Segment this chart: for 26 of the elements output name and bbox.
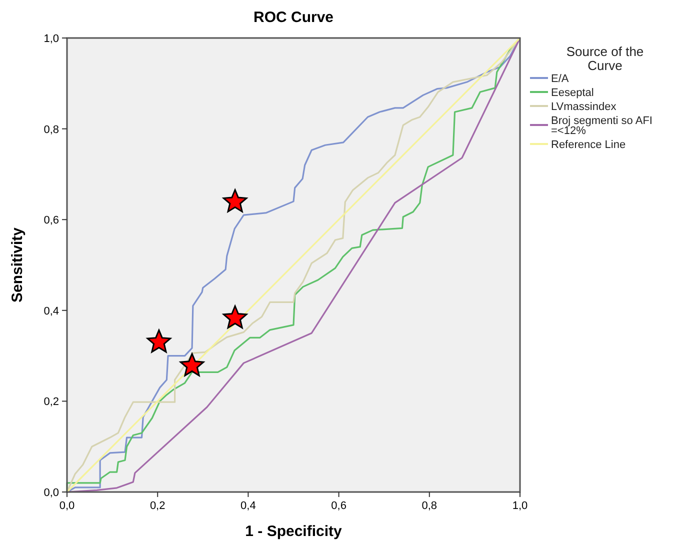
x-tick-label: 0,0 (59, 500, 75, 512)
x-tick-label: 0,2 (150, 500, 166, 512)
y-tick-label: 0,2 (44, 396, 59, 408)
legend-label: E/A (551, 73, 570, 85)
point (180, 353, 204, 376)
y-tick-label: 0,6 (44, 214, 59, 227)
y-tick-label: 0,4 (44, 305, 59, 318)
chart-title: ROC Curve (253, 9, 334, 26)
x-tick-label: 0,8 (422, 500, 438, 512)
x-axis-title: 1 - Specificity (245, 523, 343, 540)
point (146, 329, 172, 353)
legend-label: Eeseptal (551, 87, 594, 99)
y-tick-label: 1,0 (44, 33, 59, 45)
y-axis-title: Sensitivity (9, 226, 26, 303)
legend-title: Source of the Curve (566, 44, 644, 73)
y-tick-label: 0,0 (44, 487, 59, 499)
legend-label: Broj segmenti so AFI =<12% (551, 115, 652, 137)
x-tick-label: 0,6 (331, 500, 346, 512)
x-tick-label: 0,4 (240, 500, 256, 512)
y-tick-label: 0,8 (44, 124, 59, 136)
legend-label: Reference Line (551, 139, 626, 151)
legend-label: LVmassindex (551, 101, 617, 113)
point (222, 189, 248, 212)
point (222, 305, 248, 329)
x-tick-label: 1,0 (512, 500, 528, 512)
line-series (66, 37, 521, 493)
